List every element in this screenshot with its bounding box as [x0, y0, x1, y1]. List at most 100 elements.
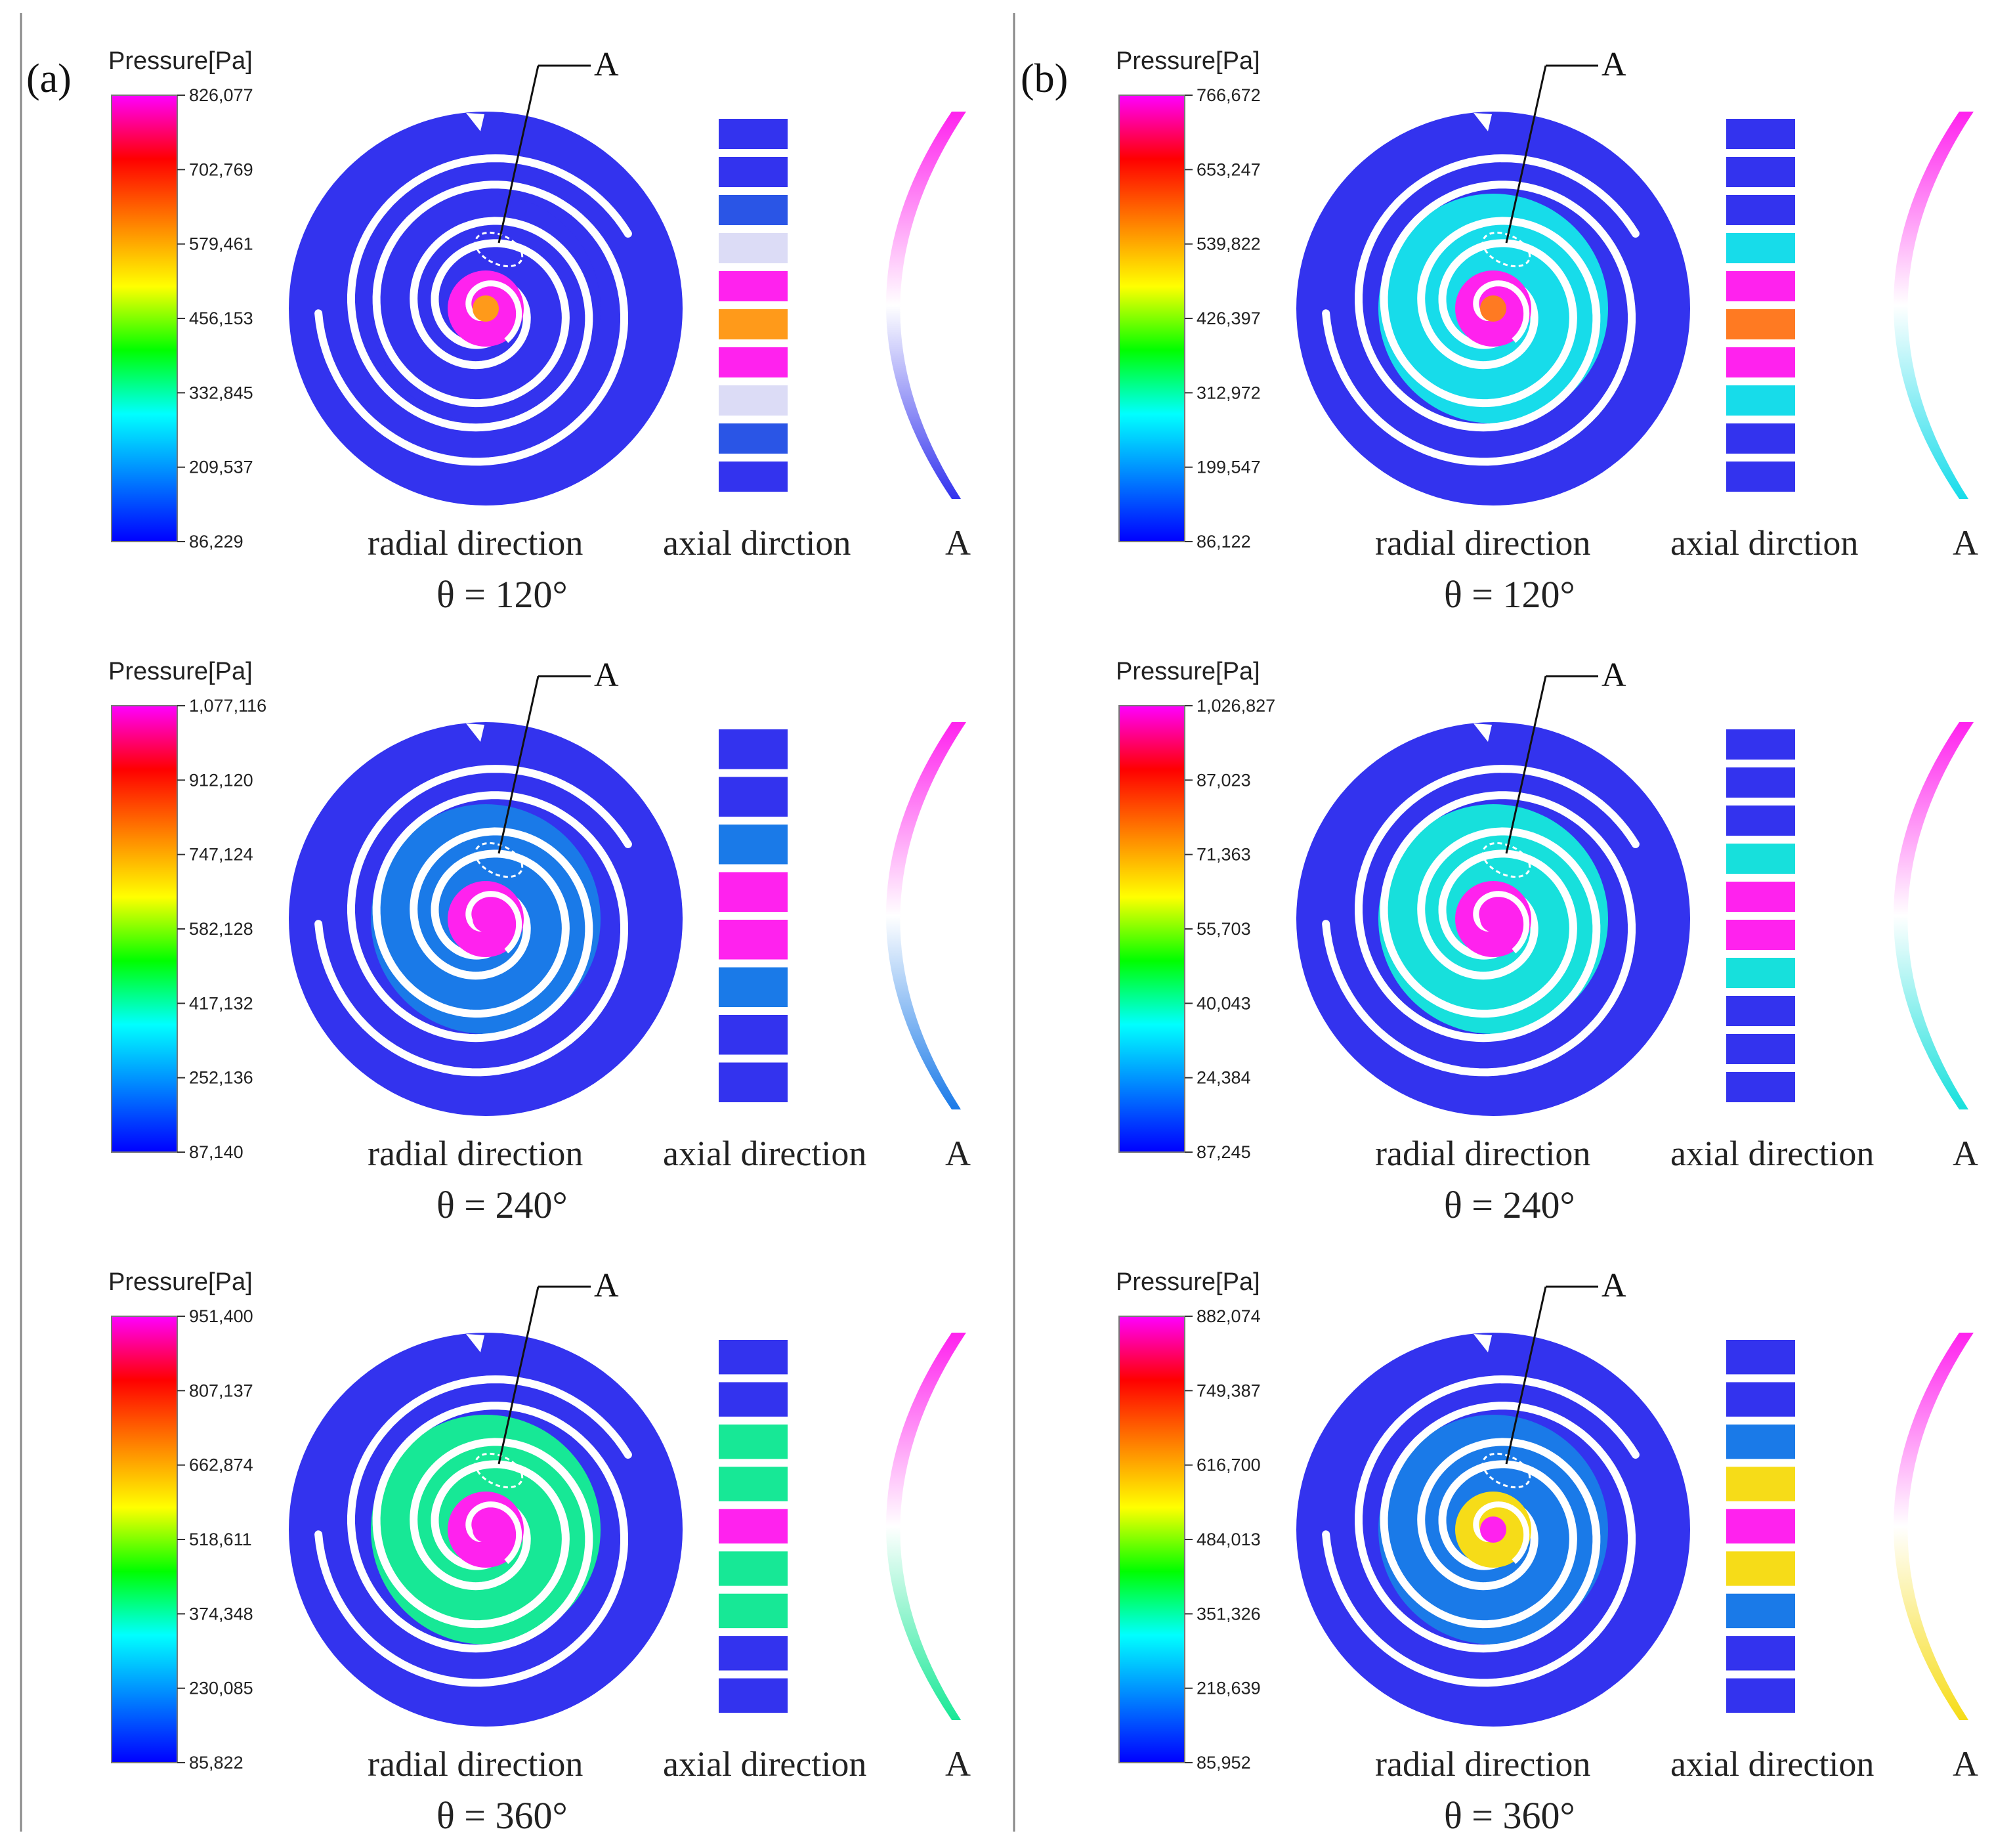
- arc-section-a: [1894, 1333, 1974, 1720]
- caption-a: A: [1953, 523, 1978, 563]
- colorbar-tick-label: 312,972: [1197, 383, 1261, 402]
- marker-leader-line: [498, 65, 540, 244]
- colorbar-tick-label: 579,461: [189, 234, 253, 254]
- colorbar-tick-label: 252,136: [189, 1068, 253, 1088]
- marker-ellipse: [1481, 1452, 1531, 1489]
- axial-band: [719, 1340, 788, 1375]
- marker-label-a: A: [594, 46, 619, 83]
- axial-band: [1726, 1509, 1795, 1544]
- axial-band: [719, 1467, 788, 1501]
- axial-band: [1726, 157, 1795, 187]
- marker-leader-line: [1505, 65, 1547, 244]
- axial-band: [719, 1509, 788, 1544]
- colorbar-title: Pressure[Pa]: [108, 47, 253, 75]
- colorbar: [1118, 705, 1185, 1153]
- axial-band: [719, 1015, 788, 1055]
- arc-section-a: [886, 722, 966, 1109]
- colorbar-tick-label: 199,547: [1197, 458, 1261, 477]
- disc-core: [473, 906, 499, 932]
- axial-band: [1726, 195, 1795, 225]
- axial-band: [1726, 1636, 1795, 1671]
- axial-band: [719, 157, 788, 187]
- colorbar-tick-label: 86,122: [1197, 532, 1251, 551]
- colorbar: [1118, 1316, 1185, 1763]
- caption-a: A: [1953, 1744, 1978, 1784]
- colorbar-tick-label: 417,132: [189, 993, 253, 1013]
- caption-axial-direction: axial direction: [1670, 1134, 1874, 1173]
- colorbar-tick-label: 86,229: [189, 532, 244, 551]
- axial-band: [719, 729, 788, 769]
- colorbar-tick-label: 662,874: [189, 1455, 253, 1475]
- colorbar-title: Pressure[Pa]: [1116, 658, 1260, 685]
- panel-b-row-1: Pressure[Pa] 766,672 653,247 539,822 426,397…: [1116, 46, 1978, 616]
- axial-band: [1726, 729, 1795, 760]
- scroll-wrap-fixed: [1322, 1402, 1636, 1687]
- axial-band: [719, 920, 788, 960]
- colorbar-tick-label: 85,952: [1197, 1753, 1251, 1773]
- axial-band: [1726, 1424, 1795, 1459]
- axial-band: [1726, 1034, 1795, 1064]
- axial-band: [719, 1593, 788, 1629]
- axial-band: [1726, 1678, 1795, 1713]
- marker-leader-line: [498, 1286, 540, 1465]
- colorbar-title: Pressure[Pa]: [108, 658, 253, 685]
- axial-band: [719, 1636, 788, 1671]
- panel-a-row-3: Pressure[Pa] 951,400 807,137 662,874 518,611…: [108, 1267, 971, 1837]
- panel-b-row-3: Pressure[Pa] 882,074 749,387 616,700 484,013…: [1116, 1267, 1978, 1837]
- axial-band: [1726, 920, 1795, 950]
- axial-band: [1726, 1467, 1795, 1501]
- colorbar: [1118, 95, 1185, 542]
- colorbar-tick-label: 951,400: [189, 1306, 253, 1326]
- colorbar: [111, 705, 178, 1153]
- axial-band: [719, 462, 788, 492]
- colorbar-title: Pressure[Pa]: [1116, 1268, 1260, 1296]
- disc-notch: [1474, 113, 1492, 131]
- theta-label: θ = 120°: [1444, 573, 1575, 616]
- panels-group: Pressure[Pa] 826,077 702,769 579,461 456,153…: [108, 46, 1978, 1837]
- theta-label: θ = 240°: [1444, 1184, 1575, 1226]
- colorbar-tick-label: 616,700: [1197, 1455, 1261, 1475]
- arc-section-a: [1894, 112, 1974, 499]
- caption-a: A: [945, 1134, 971, 1173]
- axial-band: [1726, 958, 1795, 988]
- panel-a-row-2: Pressure[Pa] 1,077,116 912,120 747,124 582,1…: [108, 656, 971, 1226]
- disc-notch: [466, 113, 484, 131]
- axial-band: [719, 1678, 788, 1713]
- colorbar-tick-label: 230,085: [189, 1679, 253, 1698]
- colorbar-title: Pressure[Pa]: [1116, 47, 1260, 75]
- axial-band: [1726, 1593, 1795, 1629]
- colorbar-tick-label: 55,703: [1197, 919, 1251, 939]
- theta-label: θ = 360°: [1444, 1794, 1575, 1837]
- colorbar-tick-label: 24,384: [1197, 1068, 1251, 1088]
- marker-leader-line: [1505, 1286, 1547, 1465]
- scroll-wrap-fixed: [314, 791, 628, 1077]
- disc-core: [1480, 295, 1506, 322]
- disc-notch: [466, 723, 484, 742]
- axial-band: [1726, 347, 1795, 377]
- axial-band: [719, 872, 788, 912]
- axial-band: [1726, 233, 1795, 263]
- caption-radial-direction: radial direction: [368, 1134, 583, 1173]
- colorbar-tick-label: 826,077: [189, 85, 253, 105]
- axial-band: [719, 777, 788, 817]
- caption-a: A: [945, 523, 971, 563]
- colorbar-tick-label: 912,120: [189, 770, 253, 790]
- axial-band: [719, 1062, 788, 1102]
- marker-label-a: A: [1601, 46, 1626, 83]
- marker-label-a: A: [594, 656, 619, 694]
- colorbar-tick-label: 87,245: [1197, 1142, 1251, 1162]
- panel-label-b: (b): [1021, 56, 1068, 101]
- disc-core: [1480, 906, 1506, 932]
- colorbar-tick-label: 71,363: [1197, 845, 1251, 865]
- marker-label-a: A: [1601, 1267, 1626, 1304]
- colorbar: [111, 95, 178, 542]
- scroll-wrap-fixed: [314, 181, 628, 466]
- marker-ellipse: [474, 842, 524, 878]
- axial-band: [719, 967, 788, 1007]
- marker-leader-line: [498, 676, 540, 854]
- axial-band: [1726, 423, 1795, 454]
- arc-section-a: [1894, 722, 1974, 1109]
- arc-section-a: [886, 1333, 966, 1720]
- axial-band: [1726, 806, 1795, 836]
